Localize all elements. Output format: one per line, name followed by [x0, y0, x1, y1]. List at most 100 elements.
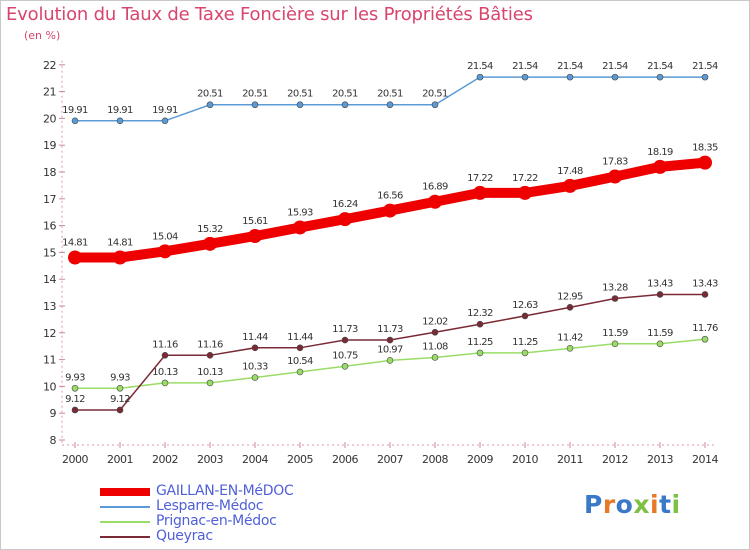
data-label: 15.32 — [197, 224, 223, 235]
data-point — [608, 169, 622, 184]
legend-label: GAILLAN-EN-MéDOC — [156, 483, 294, 499]
data-label: 13.28 — [602, 282, 628, 293]
data-point — [161, 379, 169, 387]
data-point — [431, 354, 439, 361]
data-label: 21.54 — [467, 61, 493, 72]
legend-item: Lesparre-Médoc — [100, 499, 293, 514]
data-label: 15.61 — [242, 216, 268, 227]
data-label: 12.32 — [467, 308, 493, 319]
logo-letter: P — [584, 490, 603, 519]
data-point — [341, 336, 349, 344]
data-label: 10.13 — [152, 367, 178, 378]
data-label: 18.35 — [692, 143, 718, 154]
x-tick-label: 2000 — [62, 453, 88, 466]
chart-title: Evolution du Taux de Taxe Foncière sur l… — [6, 4, 533, 25]
data-point — [116, 384, 124, 392]
y-tick-label: 10 — [43, 380, 56, 393]
x-tick-label: 2010 — [512, 453, 538, 466]
data-label: 21.54 — [692, 61, 718, 72]
data-label: 17.22 — [512, 173, 538, 184]
data-label: 12.63 — [512, 300, 538, 311]
data-label: 16.56 — [377, 191, 403, 202]
x-tick-label: 2011 — [557, 453, 583, 466]
data-label: 20.51 — [377, 89, 403, 100]
data-point — [116, 406, 124, 414]
logo-letter: t — [659, 490, 672, 519]
data-point — [653, 159, 667, 174]
data-point — [611, 73, 619, 81]
data-point — [476, 349, 484, 357]
data-label: 10.54 — [287, 356, 313, 367]
data-label: 18.19 — [647, 147, 673, 158]
data-label: 20.51 — [287, 89, 313, 100]
x-tick-label: 2004 — [242, 453, 268, 466]
y-tick-label: 16 — [43, 220, 56, 233]
data-point — [251, 374, 259, 381]
legend-item: GAILLAN-EN-MéDOC — [100, 483, 294, 499]
data-label: 21.54 — [602, 61, 628, 72]
legend-label: Queyrac — [156, 528, 213, 544]
data-label: 14.81 — [62, 237, 88, 248]
data-point — [431, 101, 439, 109]
data-point — [611, 340, 619, 348]
y-tick-label: 11 — [43, 354, 56, 367]
data-point — [521, 349, 529, 357]
data-point — [206, 352, 214, 359]
data-point — [566, 304, 574, 311]
legend-item: Prignac-en-Médoc — [100, 514, 293, 529]
data-label: 12.02 — [422, 316, 448, 327]
data-point — [71, 117, 79, 125]
proxiti-logo: Proxiti — [584, 490, 681, 519]
y-tick-label: 12 — [43, 327, 56, 340]
data-point — [161, 352, 169, 359]
legend-item: Queyrac — [100, 529, 293, 544]
data-point — [431, 328, 439, 336]
legend-swatch — [100, 505, 150, 508]
data-point — [386, 101, 394, 109]
data-point — [521, 312, 529, 320]
data-point — [701, 291, 709, 298]
data-label: 17.22 — [467, 173, 493, 184]
data-label: 11.76 — [692, 323, 718, 334]
data-label: 11.73 — [332, 324, 358, 335]
data-point — [71, 384, 79, 392]
data-label: 11.44 — [287, 332, 313, 343]
y-tick-label: 15 — [43, 246, 56, 259]
data-point — [566, 345, 574, 352]
data-label: 20.51 — [422, 89, 448, 100]
x-tick-label: 2001 — [107, 453, 133, 466]
data-point — [341, 101, 349, 109]
data-label: 17.83 — [602, 157, 628, 168]
data-point — [338, 212, 352, 227]
data-label: 15.93 — [287, 207, 313, 218]
data-point — [251, 344, 259, 352]
data-point — [386, 336, 394, 344]
data-point — [296, 344, 304, 352]
data-point — [68, 250, 82, 265]
data-point — [248, 229, 262, 244]
x-tick-label: 2002 — [152, 453, 178, 466]
data-label: 11.73 — [377, 324, 403, 335]
x-tick-label: 2014 — [692, 453, 718, 466]
y-tick-label: 13 — [43, 300, 56, 313]
data-label: 9.12 — [65, 394, 85, 405]
data-point — [518, 185, 532, 200]
data-label: 16.89 — [422, 182, 448, 193]
logo-letter: o — [615, 490, 634, 519]
data-label: 9.93 — [110, 372, 130, 383]
x-tick-label: 2003 — [197, 453, 223, 466]
data-label: 10.33 — [242, 362, 268, 373]
y-tick-label: 19 — [43, 139, 56, 152]
x-tick-label: 2009 — [467, 453, 493, 466]
data-point — [113, 250, 127, 265]
data-label: 19.91 — [62, 105, 88, 116]
logo-letter: x — [633, 490, 650, 519]
data-label: 11.59 — [602, 328, 628, 339]
data-label: 10.13 — [197, 367, 223, 378]
x-tick-label: 2005 — [287, 453, 313, 466]
data-point — [428, 194, 442, 209]
data-point — [203, 236, 217, 251]
data-label: 11.44 — [242, 332, 268, 343]
data-point — [473, 185, 487, 200]
data-point — [206, 379, 214, 387]
